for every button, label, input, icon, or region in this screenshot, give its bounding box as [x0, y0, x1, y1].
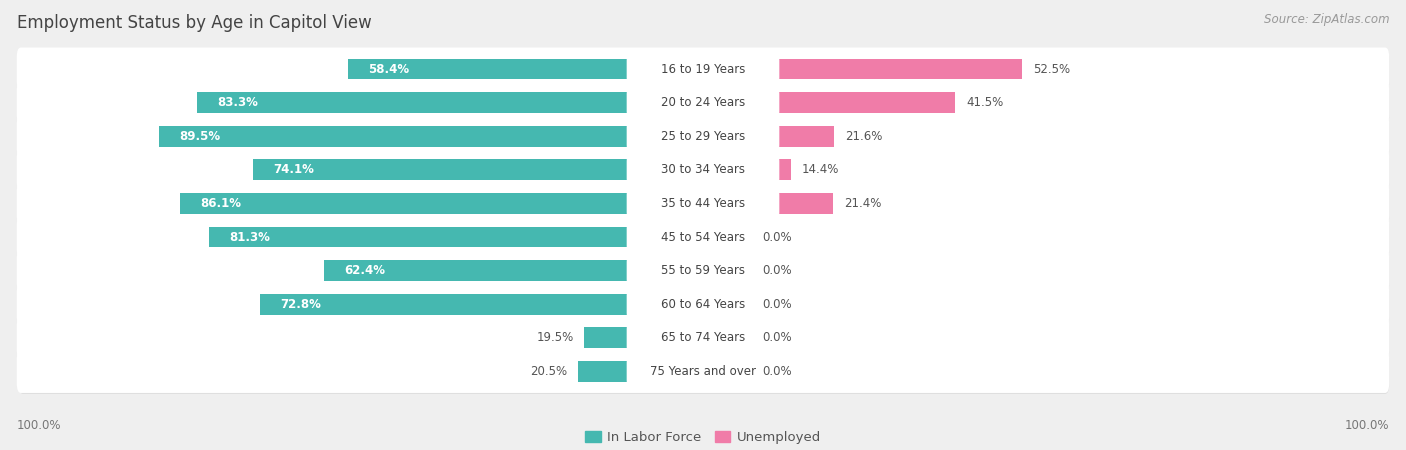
- Bar: [703, 328, 752, 348]
- Bar: [197, 92, 703, 113]
- FancyBboxPatch shape: [627, 55, 779, 83]
- Text: 41.5%: 41.5%: [966, 96, 1004, 109]
- Text: 72.8%: 72.8%: [281, 298, 322, 310]
- Bar: [703, 294, 752, 315]
- Bar: [703, 260, 752, 281]
- FancyBboxPatch shape: [627, 223, 779, 251]
- Text: Employment Status by Age in Capitol View: Employment Status by Age in Capitol View: [17, 14, 371, 32]
- Text: 0.0%: 0.0%: [762, 264, 792, 277]
- FancyBboxPatch shape: [627, 156, 779, 184]
- Bar: [703, 227, 752, 248]
- FancyBboxPatch shape: [18, 116, 1389, 159]
- FancyBboxPatch shape: [18, 351, 1389, 394]
- Text: 60 to 64 Years: 60 to 64 Years: [661, 298, 745, 310]
- FancyBboxPatch shape: [17, 148, 1389, 191]
- Text: 0.0%: 0.0%: [762, 365, 792, 378]
- Bar: [159, 126, 703, 147]
- FancyBboxPatch shape: [627, 358, 779, 385]
- Text: Source: ZipAtlas.com: Source: ZipAtlas.com: [1264, 14, 1389, 27]
- Bar: [208, 227, 703, 248]
- Bar: [703, 193, 834, 214]
- FancyBboxPatch shape: [627, 257, 779, 284]
- FancyBboxPatch shape: [18, 49, 1389, 92]
- Text: 19.5%: 19.5%: [537, 331, 574, 344]
- Text: 74.1%: 74.1%: [273, 163, 314, 176]
- Bar: [260, 294, 703, 315]
- FancyBboxPatch shape: [17, 350, 1389, 393]
- FancyBboxPatch shape: [627, 189, 779, 217]
- Text: 0.0%: 0.0%: [762, 331, 792, 344]
- Text: 62.4%: 62.4%: [344, 264, 385, 277]
- Bar: [585, 328, 703, 348]
- Text: 45 to 54 Years: 45 to 54 Years: [661, 230, 745, 243]
- Text: 35 to 44 Years: 35 to 44 Years: [661, 197, 745, 210]
- Text: 100.0%: 100.0%: [17, 419, 62, 432]
- Text: 65 to 74 Years: 65 to 74 Years: [661, 331, 745, 344]
- FancyBboxPatch shape: [18, 149, 1389, 193]
- Text: 30 to 34 Years: 30 to 34 Years: [661, 163, 745, 176]
- Text: 21.4%: 21.4%: [844, 197, 882, 210]
- FancyBboxPatch shape: [627, 89, 779, 117]
- Text: 83.3%: 83.3%: [217, 96, 257, 109]
- FancyBboxPatch shape: [17, 216, 1389, 259]
- FancyBboxPatch shape: [18, 284, 1389, 327]
- Bar: [703, 92, 955, 113]
- FancyBboxPatch shape: [17, 115, 1389, 158]
- FancyBboxPatch shape: [627, 324, 779, 351]
- Bar: [703, 58, 1022, 80]
- FancyBboxPatch shape: [18, 82, 1389, 125]
- Text: 20 to 24 Years: 20 to 24 Years: [661, 96, 745, 109]
- Text: 21.6%: 21.6%: [845, 130, 883, 143]
- FancyBboxPatch shape: [17, 48, 1389, 90]
- FancyBboxPatch shape: [17, 81, 1389, 124]
- FancyBboxPatch shape: [18, 216, 1389, 260]
- FancyBboxPatch shape: [17, 316, 1389, 360]
- Text: 100.0%: 100.0%: [1344, 419, 1389, 432]
- Bar: [323, 260, 703, 281]
- Bar: [703, 126, 834, 147]
- Bar: [703, 159, 790, 180]
- FancyBboxPatch shape: [17, 249, 1389, 292]
- Text: 52.5%: 52.5%: [1033, 63, 1070, 76]
- Bar: [180, 193, 703, 214]
- FancyBboxPatch shape: [18, 250, 1389, 293]
- Text: 20.5%: 20.5%: [530, 365, 568, 378]
- Text: 89.5%: 89.5%: [179, 130, 221, 143]
- FancyBboxPatch shape: [627, 290, 779, 318]
- FancyBboxPatch shape: [17, 182, 1389, 225]
- Text: 58.4%: 58.4%: [368, 63, 409, 76]
- Text: 14.4%: 14.4%: [801, 163, 839, 176]
- FancyBboxPatch shape: [627, 122, 779, 150]
- Legend: In Labor Force, Unemployed: In Labor Force, Unemployed: [579, 426, 827, 450]
- Bar: [349, 58, 703, 80]
- Text: 25 to 29 Years: 25 to 29 Years: [661, 130, 745, 143]
- Bar: [578, 361, 703, 382]
- Bar: [703, 361, 752, 382]
- Text: 81.3%: 81.3%: [229, 230, 270, 243]
- Text: 16 to 19 Years: 16 to 19 Years: [661, 63, 745, 76]
- Bar: [253, 159, 703, 180]
- Text: 0.0%: 0.0%: [762, 298, 792, 310]
- Text: 86.1%: 86.1%: [200, 197, 240, 210]
- FancyBboxPatch shape: [18, 317, 1389, 360]
- Text: 0.0%: 0.0%: [762, 230, 792, 243]
- Text: 55 to 59 Years: 55 to 59 Years: [661, 264, 745, 277]
- FancyBboxPatch shape: [17, 283, 1389, 326]
- FancyBboxPatch shape: [18, 183, 1389, 226]
- Text: 75 Years and over: 75 Years and over: [650, 365, 756, 378]
